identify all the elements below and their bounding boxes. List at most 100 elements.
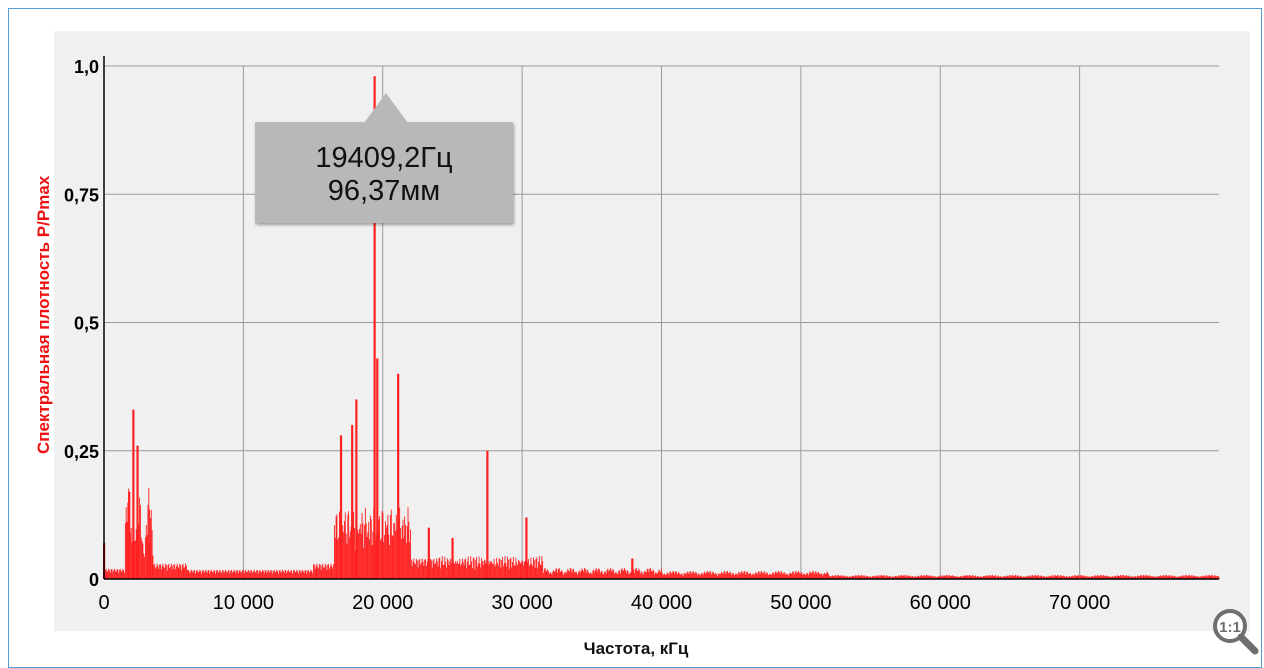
spectrum-bar (1091, 575, 1093, 579)
spectrum-bar (1192, 576, 1194, 579)
spectrum-bar (162, 563, 164, 579)
spectrum-bar (987, 576, 989, 579)
spectrum-bar (259, 569, 261, 579)
spectrum-bar (522, 561, 524, 579)
spectrum-bar (186, 569, 188, 579)
spectrum-bar (870, 576, 871, 579)
spectrum-bar (358, 533, 360, 579)
spectrum-bar (1212, 575, 1213, 579)
spectrum-bar (847, 576, 849, 579)
spectrum-bar (216, 570, 217, 579)
spectrum-bar (204, 571, 206, 579)
spectrum-bar (332, 568, 334, 579)
spectrum-bar (818, 571, 820, 579)
spectrum-bar (583, 571, 585, 579)
spectrum-bar (180, 570, 182, 579)
spectrum-bar (282, 569, 284, 579)
spectrum-bar (196, 569, 198, 579)
spectrum-bar (517, 560, 519, 579)
spectrum-bar (364, 525, 365, 579)
spectrum-bar (253, 569, 255, 579)
spectrum-bar (479, 563, 481, 579)
spectrum-bar (687, 572, 689, 579)
spectrum-bar (1166, 575, 1168, 579)
spectrum-bar (905, 576, 907, 579)
spectrum-bar (688, 574, 690, 579)
spectrum-bar (1137, 575, 1139, 579)
spectrum-bar (538, 561, 539, 579)
spectrum-bar (268, 571, 270, 579)
spectrum-bar (602, 573, 604, 579)
spectrum-bar (598, 568, 600, 579)
spectrum-bar (1066, 576, 1068, 579)
spectrum-bar (1027, 576, 1029, 579)
spectrum-bar (752, 574, 753, 579)
spectrum-bar (500, 567, 502, 579)
spectrum-bar (1121, 576, 1123, 579)
spectrum-bar (481, 557, 483, 579)
spectrum-bar (926, 575, 928, 579)
spectrum-bar (213, 569, 215, 579)
spectrum-bar (241, 572, 243, 579)
spectrum-bar (125, 507, 127, 579)
spectrum-bar (514, 566, 516, 579)
spectrum-bar (515, 557, 517, 579)
spectrum-bar (478, 556, 480, 579)
spectrum-bar (594, 570, 596, 579)
spectrum-bar (543, 572, 544, 579)
spectrum-bar (1177, 576, 1179, 579)
spectrum-bar (1132, 576, 1134, 579)
spectrum-bar (1047, 576, 1049, 579)
spectrum-bar (660, 568, 662, 579)
spectrum-bar (353, 511, 355, 579)
zoom-reset-button[interactable]: 1:1 (1210, 606, 1260, 656)
spectrum-bar (615, 572, 617, 579)
spectrum-bar (773, 572, 774, 579)
spectrum-bar (897, 575, 899, 579)
spectrum-bar (272, 570, 274, 579)
spectrum-bar (143, 553, 145, 579)
spectrum-bar (346, 543, 348, 579)
spectrum-bar (1064, 577, 1066, 579)
spectrum-bar (1032, 575, 1034, 579)
spectrum-bar (984, 576, 986, 579)
spectrum-bar (1126, 575, 1128, 579)
spectrum-bar (367, 532, 369, 579)
spectrum-bar (536, 557, 538, 579)
spectrum-bar (1144, 576, 1146, 579)
spectrum-bar (349, 537, 350, 579)
spectrum-bar (893, 577, 895, 579)
spectrum-bar (1180, 575, 1182, 579)
spectrum-bar (699, 575, 701, 579)
spectrum-bar (915, 576, 917, 579)
spectrum-bar (492, 563, 494, 579)
spectrum-bar (727, 570, 728, 579)
spectrum-bar (927, 576, 929, 579)
spectrum-bar (119, 568, 121, 579)
spectrum-bar (165, 563, 166, 579)
spectrum-bar (1025, 576, 1027, 579)
spectrum-bar (759, 574, 761, 579)
spectrum-bar (1170, 576, 1172, 579)
spectrum-bar (122, 568, 124, 579)
spectrum-bar (757, 573, 759, 579)
spectrum-bar (1133, 577, 1135, 579)
spectrum-bar (937, 576, 939, 579)
spectrum-bar (412, 561, 414, 579)
spectrum-bar (1082, 575, 1084, 579)
spectrum-bar (1210, 576, 1212, 579)
spectrum-bar (1001, 576, 1003, 579)
spectrum-bar (1195, 576, 1197, 579)
spectrum-bar (969, 575, 971, 579)
spectrum-bar (604, 571, 605, 579)
spectrum-bar (658, 569, 660, 579)
spectrum-bar (109, 570, 110, 579)
spectrum-bar (520, 563, 522, 579)
spectrum-bar (834, 576, 835, 579)
spectrum-peak (427, 527, 430, 579)
spectrum-bar (762, 572, 764, 579)
spectrum-bar (912, 576, 914, 579)
spectrum-bar (286, 573, 288, 579)
spectrum-bar (1009, 575, 1011, 579)
spectrum-bar (1174, 575, 1176, 579)
